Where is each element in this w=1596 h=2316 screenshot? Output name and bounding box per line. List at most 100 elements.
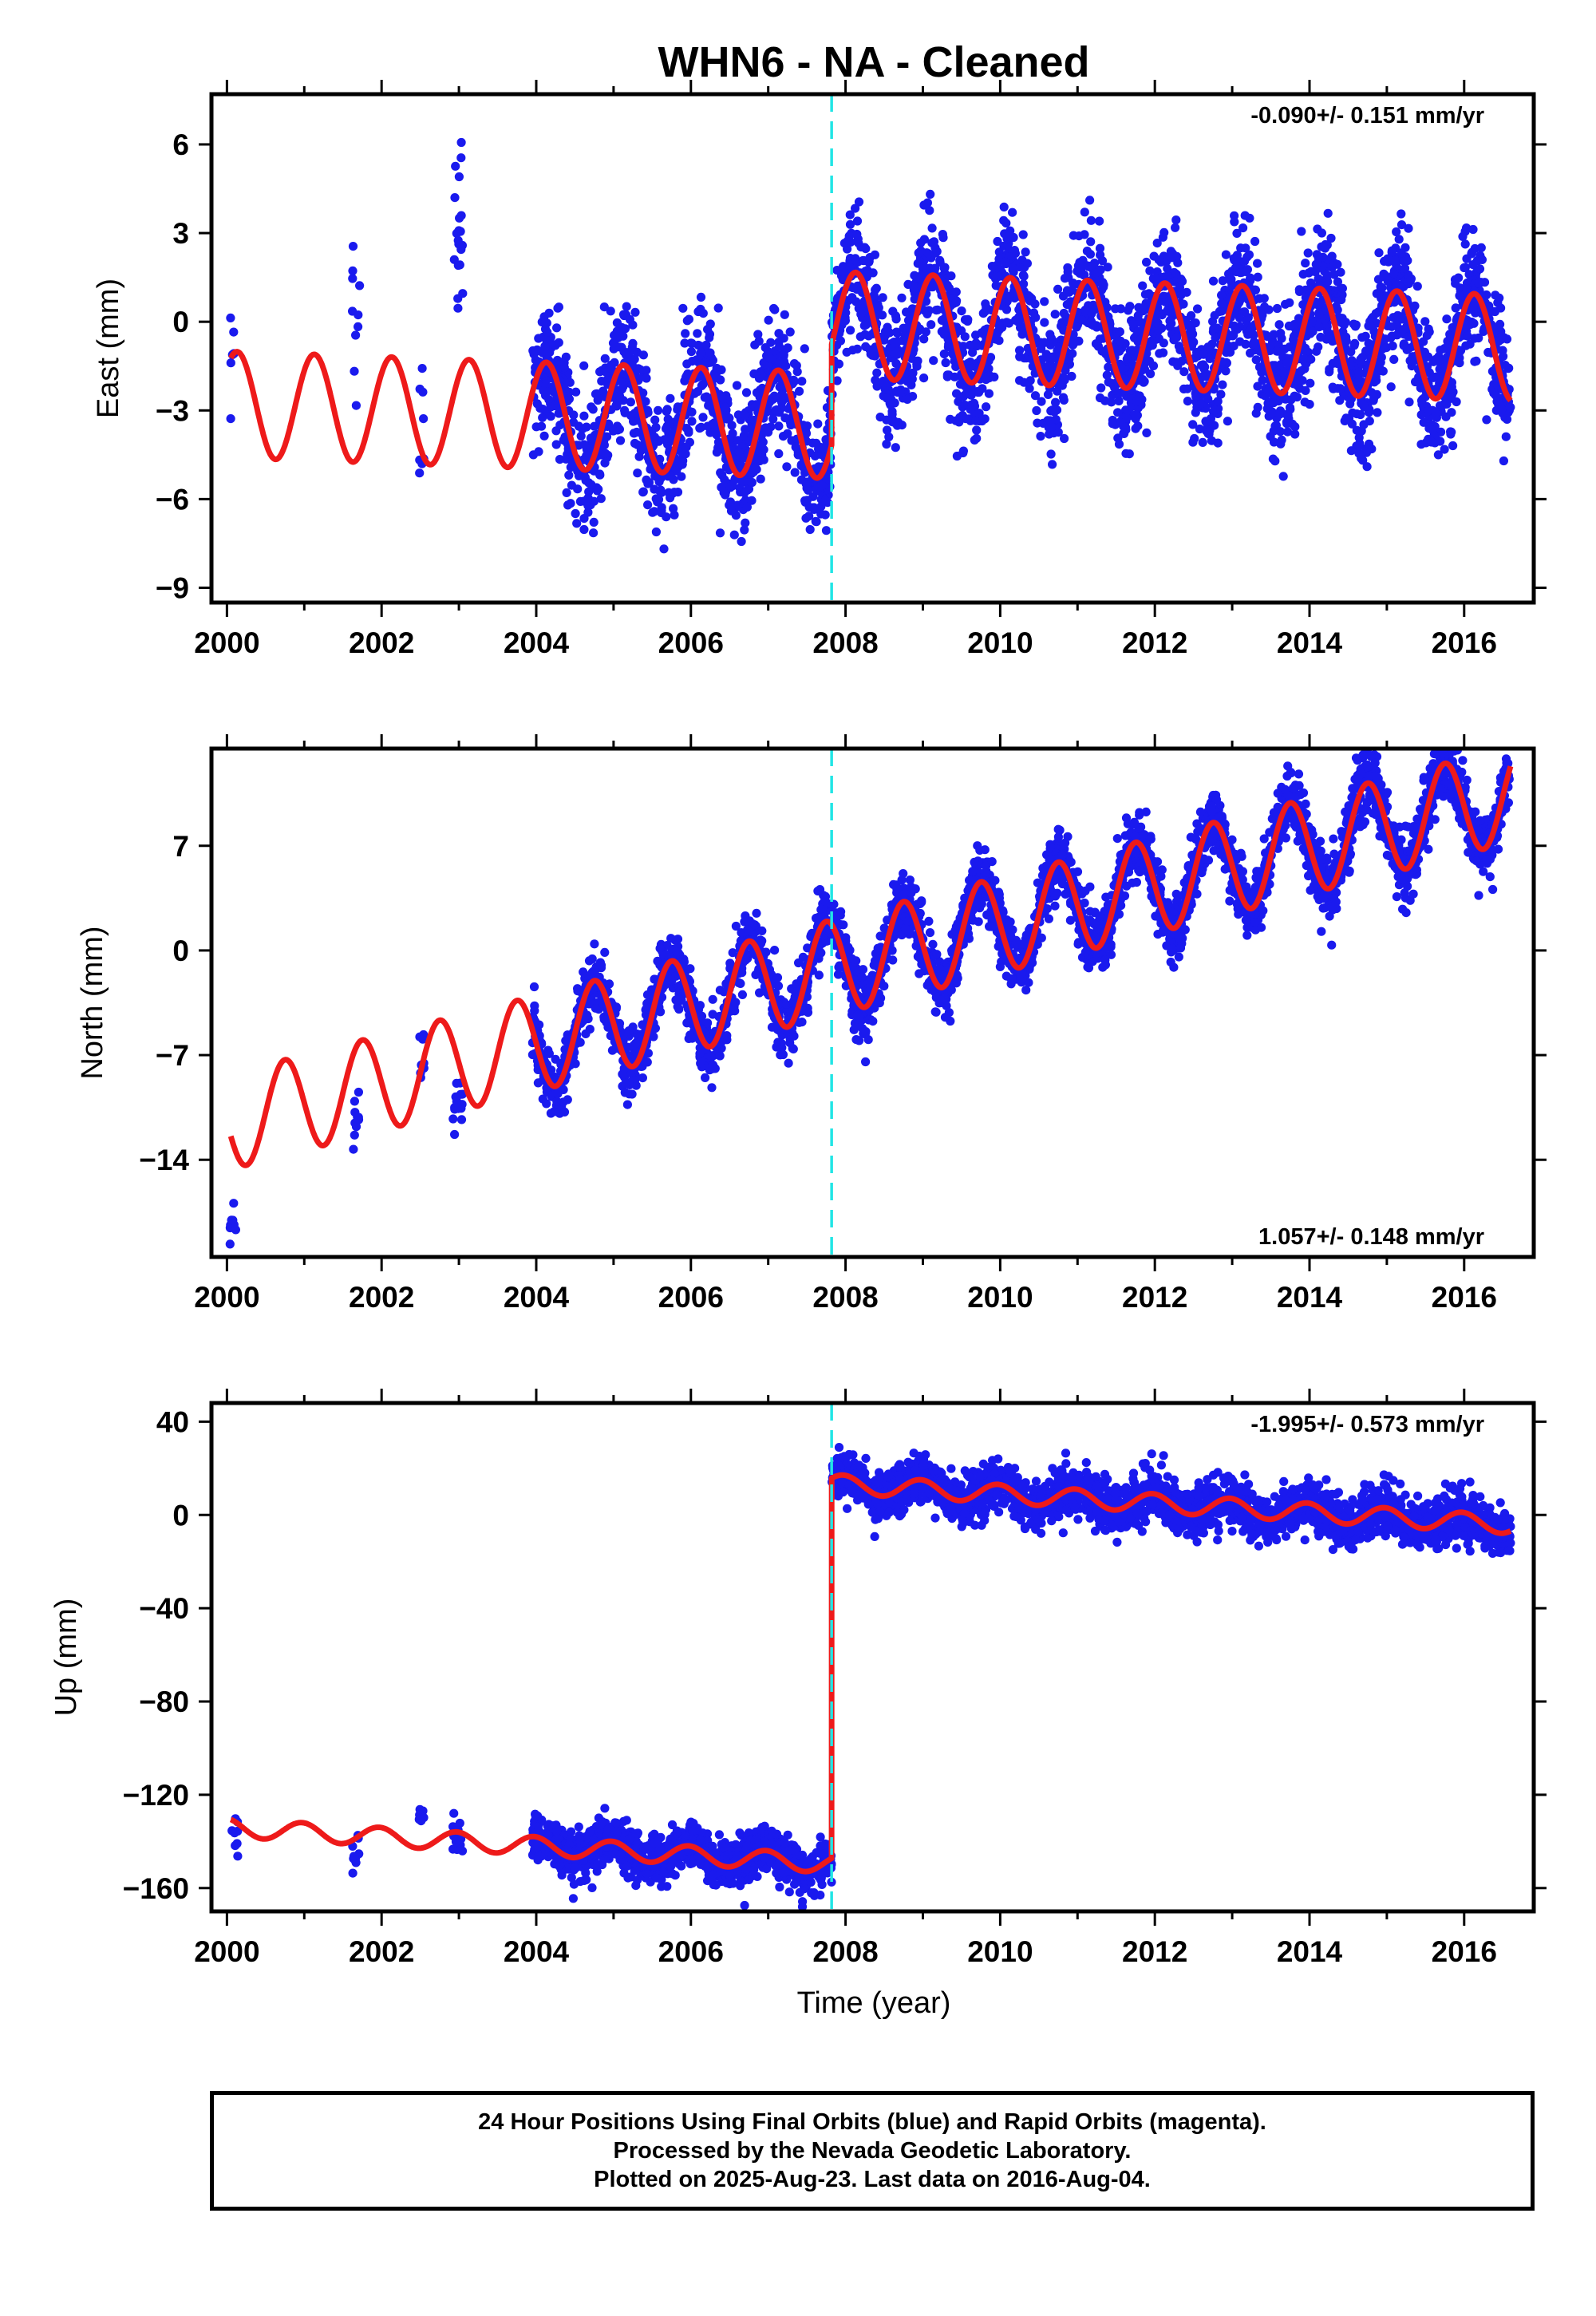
observation-point xyxy=(1500,361,1510,370)
observation-point xyxy=(1475,264,1485,274)
observation-point xyxy=(450,193,460,203)
observation-point xyxy=(626,397,636,407)
observation-point xyxy=(1390,255,1400,265)
observation-point xyxy=(1195,424,1204,434)
observation-point xyxy=(1108,419,1117,429)
observation-point xyxy=(701,340,711,350)
observation-point xyxy=(1132,397,1141,406)
observation-point xyxy=(1387,247,1396,257)
observation-point xyxy=(972,425,982,435)
observation-point xyxy=(819,444,829,453)
observation-point xyxy=(752,908,761,918)
observation-point xyxy=(554,409,564,418)
observation-point xyxy=(774,421,784,431)
observation-point xyxy=(812,517,821,527)
observation-point xyxy=(783,343,792,353)
observation-point xyxy=(534,334,543,343)
observation-point xyxy=(1115,327,1124,337)
observation-point xyxy=(1365,345,1375,355)
observation-point xyxy=(931,306,941,315)
observation-point xyxy=(631,1038,641,1048)
observation-point xyxy=(1037,344,1046,354)
observation-point xyxy=(1377,283,1387,293)
observation-point xyxy=(1272,346,1282,356)
observation-point xyxy=(786,420,796,430)
observation-point xyxy=(705,319,715,329)
observation-point xyxy=(1314,254,1323,263)
observation-point xyxy=(1350,338,1360,348)
observation-point xyxy=(1114,396,1124,405)
observation-point xyxy=(1446,427,1456,437)
observation-point xyxy=(1148,361,1159,370)
observation-point xyxy=(1080,305,1090,315)
observation-point xyxy=(539,385,548,396)
observation-point xyxy=(582,422,591,432)
observation-point xyxy=(571,508,580,519)
panels: 2000 2002 2004 2006 2008 2010 2012 2014 2016−9−6… xyxy=(49,80,1547,2020)
observation-point xyxy=(939,330,949,339)
observation-point xyxy=(1396,220,1407,230)
observation-point xyxy=(706,1053,716,1062)
observation-point xyxy=(1306,378,1315,388)
observation-point xyxy=(656,485,666,495)
observation-point xyxy=(1381,343,1391,353)
observation-point xyxy=(1005,291,1014,301)
observation-point xyxy=(932,247,942,256)
observation-point xyxy=(540,342,550,351)
observation-point xyxy=(531,347,540,357)
observation-point xyxy=(1188,437,1198,447)
observation-point xyxy=(419,414,429,424)
observation-point xyxy=(1373,408,1382,417)
observation-point xyxy=(910,283,919,293)
observation-point xyxy=(974,409,984,418)
observation-point xyxy=(890,417,899,426)
observation-point xyxy=(634,452,644,461)
observation-point xyxy=(1199,350,1208,359)
observation-point xyxy=(764,347,773,357)
observation-point xyxy=(1306,354,1316,364)
observation-point xyxy=(741,388,752,397)
observation-point xyxy=(415,468,425,478)
observation-point xyxy=(775,382,784,392)
observation-point xyxy=(680,376,689,385)
observation-point xyxy=(1298,270,1308,279)
observation-point xyxy=(1152,274,1161,283)
observation-point xyxy=(1346,347,1356,357)
observation-point xyxy=(650,415,660,425)
observation-point xyxy=(583,1010,592,1020)
observation-point xyxy=(1496,303,1506,313)
observation-point xyxy=(1169,335,1179,345)
observation-point xyxy=(1171,269,1181,279)
observation-point xyxy=(1085,196,1095,205)
observation-point xyxy=(756,474,765,484)
observation-point xyxy=(1154,255,1163,265)
observation-point xyxy=(796,460,806,469)
observation-point xyxy=(1032,405,1041,416)
observation-point xyxy=(1420,317,1430,326)
observation-point xyxy=(750,920,760,930)
observation-point xyxy=(916,246,926,255)
observation-point xyxy=(1314,322,1324,332)
y-tick-label: −6 xyxy=(156,483,189,516)
observation-point xyxy=(1364,439,1374,449)
observation-point xyxy=(1162,306,1172,316)
observation-point xyxy=(642,366,651,375)
observation-point xyxy=(1302,347,1311,357)
observation-point xyxy=(1403,255,1412,266)
observation-point xyxy=(990,372,999,381)
observation-point xyxy=(1019,271,1029,280)
observation-point xyxy=(1103,263,1112,272)
observation-point xyxy=(687,1034,697,1043)
observation-point xyxy=(1301,293,1310,302)
y-tick-label: −9 xyxy=(156,571,189,604)
observation-point xyxy=(813,886,823,896)
observation-point xyxy=(453,1104,464,1113)
observation-point xyxy=(1063,267,1073,277)
observation-point xyxy=(1328,382,1337,392)
observation-point xyxy=(1022,259,1032,268)
observation-point xyxy=(1019,377,1029,387)
observation-point xyxy=(555,455,565,464)
observation-point xyxy=(562,488,571,498)
observation-point xyxy=(546,1109,556,1118)
observation-point xyxy=(974,387,984,397)
